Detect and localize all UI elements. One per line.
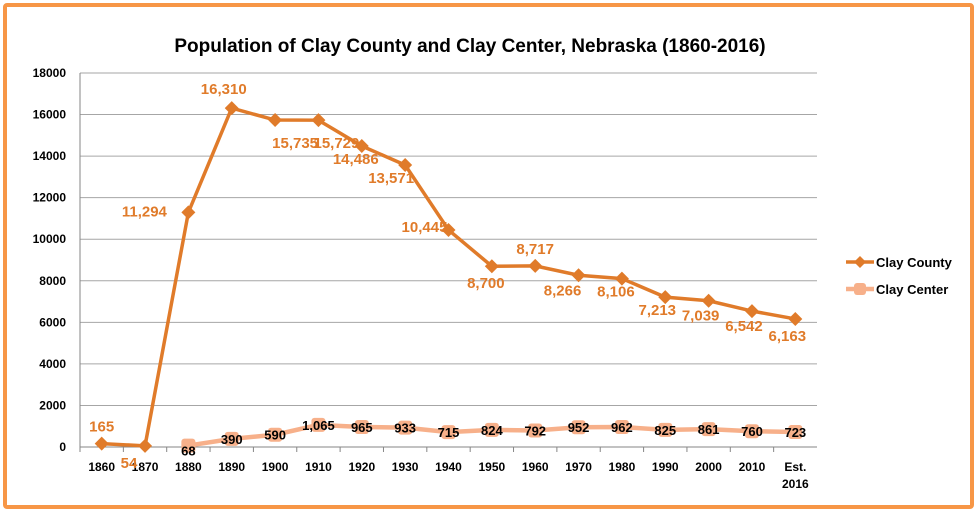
y-tick-label: 18000 <box>33 66 67 80</box>
data-point-clay-center <box>441 425 456 440</box>
data-label-clay-center: 825 <box>654 423 676 438</box>
x-tick-label: 2010 <box>739 460 766 474</box>
data-point-clay-center <box>614 420 629 435</box>
y-tick-label: 8000 <box>39 274 66 288</box>
data-label-clay-county: 8,106 <box>597 284 635 301</box>
x-tick-label: 2000 <box>695 460 722 474</box>
x-tick-label: 1960 <box>522 460 549 474</box>
data-label-clay-center: 965 <box>351 420 373 435</box>
data-label-clay-center: 933 <box>394 421 416 436</box>
data-label-clay-center: 962 <box>611 420 633 435</box>
x-tick-label: 1900 <box>262 460 289 474</box>
data-point-clay-county <box>658 290 673 305</box>
data-label-clay-center: 1,065 <box>302 418 335 433</box>
y-tick-label: 16000 <box>33 108 67 122</box>
x-tick-label: 1880 <box>175 460 202 474</box>
data-label-clay-county: 14,486 <box>333 151 379 168</box>
data-label-clay-county: 7,039 <box>682 308 720 325</box>
data-label-clay-center: 952 <box>568 420 590 435</box>
data-label-clay-county: 15,735 <box>272 135 318 152</box>
data-point-clay-county <box>701 293 716 308</box>
data-label-clay-county: 7,213 <box>638 302 676 319</box>
legend-marker <box>854 256 866 268</box>
data-point-clay-county <box>311 113 326 128</box>
x-tick-label: 1950 <box>479 460 506 474</box>
data-label-clay-center: 723 <box>784 425 806 440</box>
data-point-clay-center <box>528 423 543 438</box>
y-tick-label: 2000 <box>39 398 66 412</box>
data-label-clay-county: 11,294 <box>122 203 168 220</box>
data-point-clay-center <box>181 438 196 453</box>
data-label-clay-county: 10,445 <box>402 219 448 236</box>
x-tick-label: 1870 <box>132 460 159 474</box>
x-tick-label: 1990 <box>652 460 679 474</box>
y-tick-label: 12000 <box>33 191 67 205</box>
data-label-clay-county: 6,163 <box>769 328 807 345</box>
data-label-clay-center: 68 <box>181 444 195 459</box>
data-label-clay-county: 165 <box>89 419 114 436</box>
data-label-clay-county: 15,729 <box>313 135 359 152</box>
data-point-clay-county <box>528 258 543 273</box>
data-label-clay-county: 16,310 <box>201 81 247 98</box>
y-tick-label: 10000 <box>33 232 67 246</box>
data-label-clay-county: 8,266 <box>544 282 582 299</box>
data-point-clay-county <box>354 139 369 154</box>
data-point-clay-center <box>268 427 283 442</box>
data-point-clay-center <box>571 420 586 435</box>
data-label-clay-center: 824 <box>481 423 503 438</box>
data-point-clay-county <box>224 101 239 116</box>
data-label-clay-center: 390 <box>221 432 243 447</box>
data-point-clay-center <box>744 424 759 439</box>
data-point-clay-center <box>658 422 673 437</box>
data-point-clay-center <box>788 424 803 439</box>
data-point-clay-county <box>138 438 153 453</box>
x-tick-label: 1890 <box>218 460 245 474</box>
data-label-clay-county: 13,571 <box>368 170 414 187</box>
x-tick-label: Est. 2016 <box>782 460 809 491</box>
data-label-clay-center: 590 <box>264 428 286 443</box>
data-label-clay-center: 861 <box>698 422 720 437</box>
data-label-clay-county: 8,700 <box>467 275 505 292</box>
data-point-clay-county <box>398 158 413 173</box>
y-tick-label: 14000 <box>33 149 67 163</box>
data-point-clay-center <box>311 417 326 432</box>
data-point-clay-county <box>788 311 803 326</box>
legend-label: Clay Center <box>876 282 948 297</box>
data-point-clay-county <box>94 436 109 451</box>
series-line-clay-county <box>101 106 796 448</box>
chart-title: Population of Clay County and Clay Cente… <box>174 36 765 57</box>
x-tick-label: 1860 <box>88 460 115 474</box>
x-tick-label: 1970 <box>565 460 592 474</box>
x-tick-label: 1980 <box>609 460 636 474</box>
data-label-clay-county: 54 <box>121 455 138 472</box>
y-tick-label: 0 <box>59 440 66 454</box>
data-point-clay-center <box>484 422 499 437</box>
data-point-clay-center <box>701 422 716 437</box>
data-label-clay-county: 6,542 <box>725 318 763 335</box>
data-point-clay-center <box>398 420 413 435</box>
legend-label: Clay County <box>876 255 953 270</box>
data-label-clay-center: 760 <box>741 424 763 439</box>
data-label-clay-center: 792 <box>524 424 546 439</box>
legend-marker <box>854 283 866 295</box>
data-label-clay-center: 715 <box>438 425 460 440</box>
x-tick-label: 1920 <box>348 460 375 474</box>
data-point-clay-county <box>571 268 586 283</box>
data-point-clay-county <box>441 222 456 237</box>
data-point-clay-center <box>224 431 239 446</box>
y-tick-label: 6000 <box>39 315 66 329</box>
x-tick-label: 1930 <box>392 460 419 474</box>
x-tick-label: 1910 <box>305 460 332 474</box>
data-point-clay-county <box>181 205 196 220</box>
y-tick-label: 4000 <box>39 357 66 371</box>
data-point-clay-county <box>744 304 759 319</box>
data-point-clay-county <box>614 271 629 286</box>
data-point-clay-county <box>484 259 499 274</box>
data-label-clay-county: 8,717 <box>516 241 554 258</box>
data-point-clay-center <box>354 419 369 434</box>
x-tick-label: 1940 <box>435 460 462 474</box>
data-point-clay-county <box>268 113 283 128</box>
